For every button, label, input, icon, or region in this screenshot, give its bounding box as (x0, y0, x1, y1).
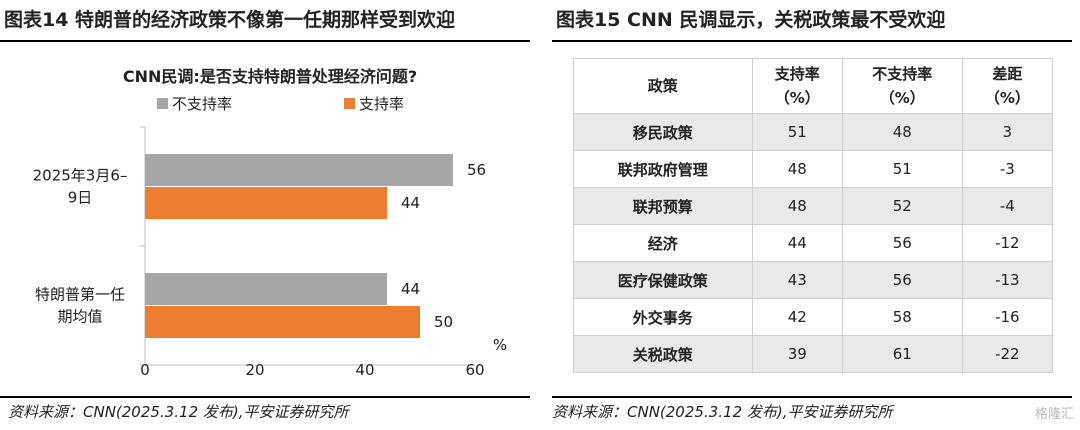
bar-chart: CNN民调:是否支持特朗普处理经济问题? 不支持率 支持率 0 20 40 60% 56 44… (33, 67, 508, 379)
value-cell: -22 (961, 335, 1054, 373)
table-row: 外交事务 42 58 -16 (573, 298, 1054, 336)
value-cell: 48 (841, 113, 963, 151)
column-header-1: 支持率 （%） (751, 58, 843, 114)
bar-0-0 (145, 154, 453, 186)
value-cell: 48 (751, 150, 843, 188)
value-cell: -3 (961, 150, 1054, 188)
legend-label-1: 支持率 (359, 95, 404, 113)
value-cell: 43 (751, 261, 843, 299)
column-header-3: 差距 （%） (961, 58, 1054, 114)
data-label-1-0: 44 (401, 280, 420, 298)
column-header-line: （%） (774, 89, 820, 107)
table-row: 联邦预算 48 52 -4 (573, 187, 1054, 225)
table-row: 移民政策 51 48 3 (573, 113, 1054, 151)
value-cell: -16 (961, 298, 1054, 336)
category-label-0-0: 2025年3月6– (33, 167, 128, 185)
policy-name-cell: 关税政策 (573, 335, 753, 373)
bar-0-1 (145, 187, 387, 219)
policy-name-cell: 联邦预算 (573, 187, 753, 225)
table-header-row: 政策 支持率 （%） 不支持率 （%） 差距 （%） (573, 58, 1054, 114)
left-source-note: 资料来源：CNN(2025.3.12 发布),平安证券研究所 (8, 403, 349, 421)
policy-name-cell: 移民政策 (573, 113, 753, 151)
chart-title: CNN民调:是否支持特朗普处理经济问题? (123, 67, 417, 86)
x-tick-label-0: 0 (140, 361, 150, 379)
value-cell: 44 (751, 224, 843, 262)
value-cell: 3 (961, 113, 1054, 151)
table-row: 医疗保健政策 43 56 -13 (573, 261, 1054, 299)
legend-swatch-1 (344, 98, 355, 109)
value-cell: 56 (841, 261, 963, 299)
value-cell: 42 (751, 298, 843, 336)
value-cell: 39 (751, 335, 843, 373)
data-label-0-0: 56 (467, 161, 486, 179)
column-header-line: （%） (984, 89, 1030, 107)
value-cell: -4 (961, 187, 1054, 225)
policy-table: 政策 支持率 （%） 不支持率 （%） 差距 （%） 移民政策 51 48 3 联邦政府管理 48 51… (573, 58, 1054, 373)
data-label-1-1: 50 (434, 313, 453, 331)
table-row: 联邦政府管理 48 51 -3 (573, 150, 1054, 188)
column-header-line: 支持率 (774, 65, 820, 83)
bar-1-0 (145, 273, 387, 305)
right-source-divider (552, 396, 1072, 398)
legend-label-0: 不支持率 (172, 95, 232, 113)
x-tick-label-1: 20 (245, 361, 264, 379)
table-row: 关税政策 39 61 -22 (573, 335, 1054, 373)
policy-name-cell: 经济 (573, 224, 753, 262)
value-cell: 51 (751, 113, 843, 151)
value-cell: 61 (841, 335, 963, 373)
x-tick-label-3: 60 (465, 361, 484, 379)
column-header-line: 政策 (647, 77, 678, 95)
category-label-0-1: 9日 (68, 189, 93, 207)
x-unit-label: % (493, 336, 507, 354)
column-header-line: （%） (879, 89, 925, 107)
policy-name-cell: 联邦政府管理 (573, 150, 753, 188)
value-cell: -13 (961, 261, 1054, 299)
right-source-note: 资料来源：CNN(2025.3.12 发布),平安证券研究所 (552, 403, 893, 421)
policy-name-cell: 医疗保健政策 (573, 261, 753, 299)
value-cell: 51 (841, 150, 963, 188)
policy-name-cell: 外交事务 (573, 298, 753, 336)
x-tick-label-2: 40 (355, 361, 374, 379)
value-cell: 56 (841, 224, 963, 262)
table-body: 移民政策 51 48 3 联邦政府管理 48 51 -3 联邦预算 48 52 -4 经济 44 56 -12… (573, 113, 1054, 373)
watermark-logo: 格隆汇 (1034, 407, 1074, 422)
left-panel-title: 图表14 特朗普的经济政策不像第一任期那样受到欢迎 (0, 0, 530, 42)
column-header-line: 不支持率 (872, 65, 933, 83)
legend-swatch-0 (157, 98, 168, 109)
category-label-1-1: 期均值 (57, 308, 102, 326)
category-label-1-0: 特朗普第一任 (35, 286, 125, 304)
column-header-line: 差距 (992, 65, 1023, 83)
data-label-0-1: 44 (401, 194, 420, 212)
value-cell: -12 (961, 224, 1054, 262)
value-cell: 58 (841, 298, 963, 336)
column-header-0: 政策 (573, 58, 753, 114)
table-row: 经济 44 56 -12 (573, 224, 1054, 262)
value-cell: 48 (751, 187, 843, 225)
left-source-divider (0, 396, 530, 398)
bar-1-1 (145, 306, 420, 338)
column-header-2: 不支持率 （%） (841, 58, 963, 114)
value-cell: 52 (841, 187, 963, 225)
right-panel-title: 图表15 CNN 民调显示，关税政策最不受欢迎 (552, 0, 1072, 42)
